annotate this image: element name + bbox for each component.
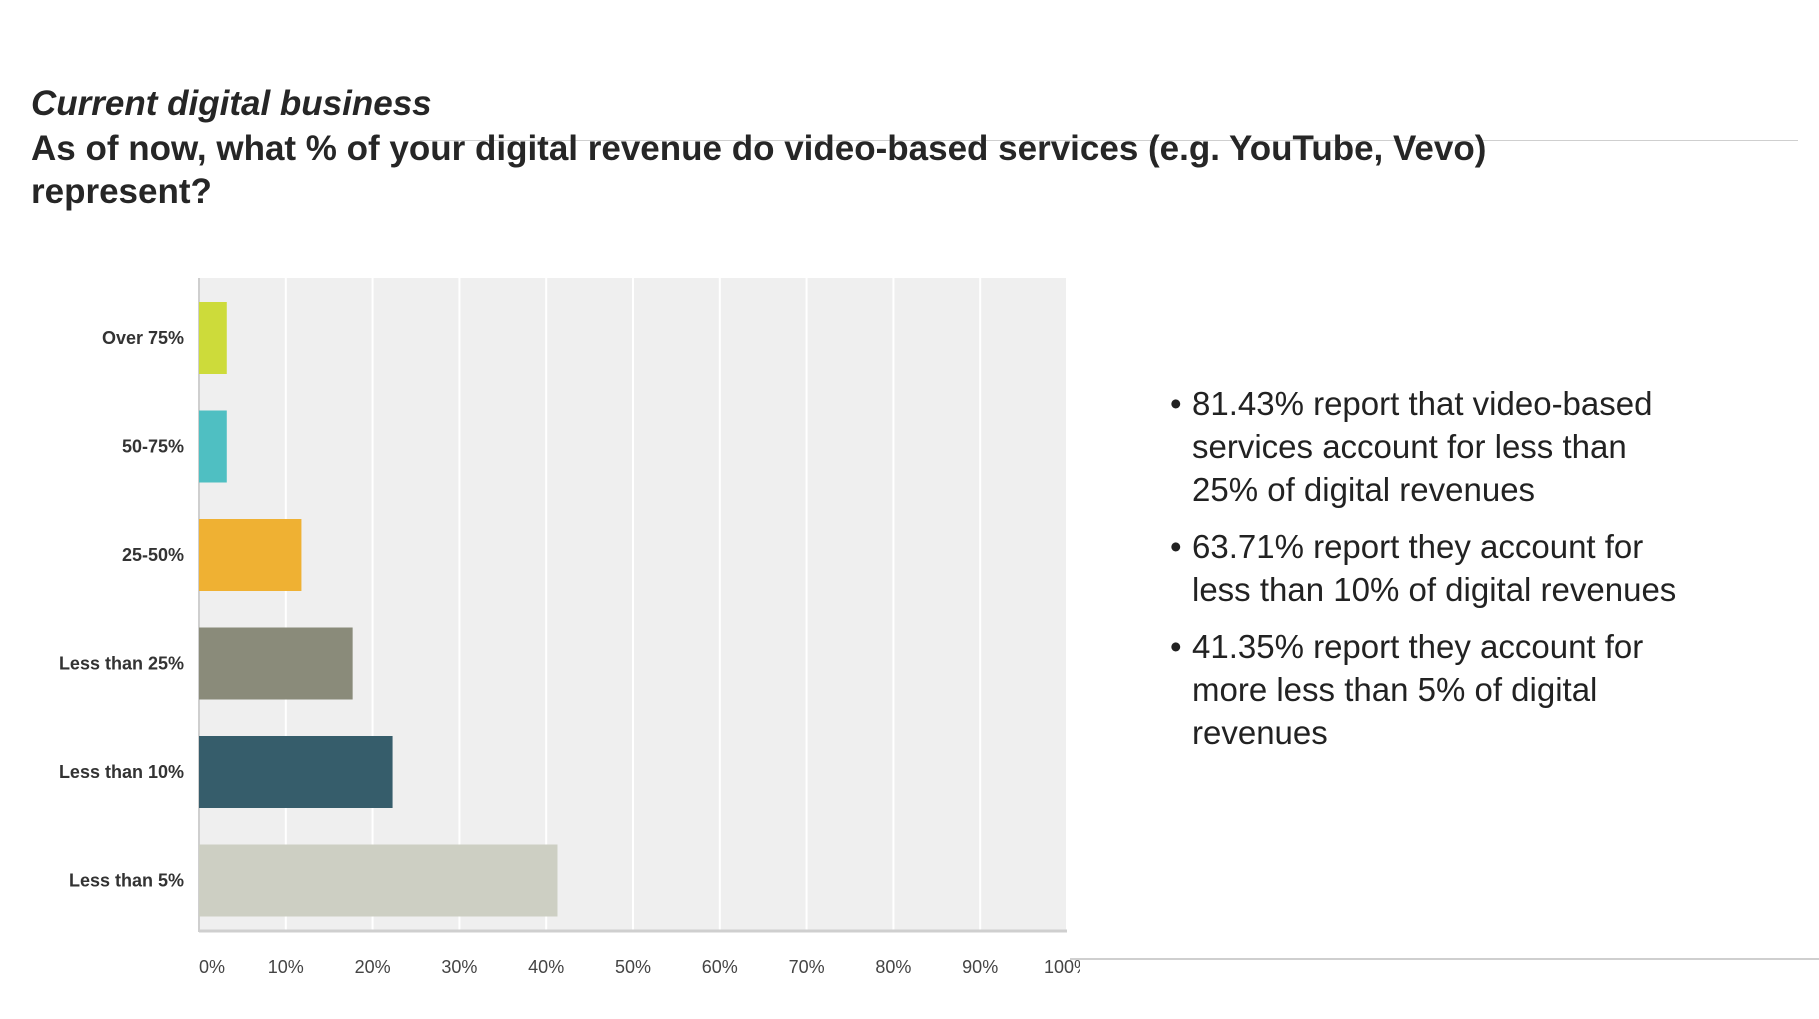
key-findings-list: • 81.43% report that video-based services… bbox=[1170, 382, 1690, 768]
x-tick-label: 10% bbox=[268, 957, 304, 977]
bar bbox=[199, 627, 353, 700]
x-tick-label: 40% bbox=[528, 957, 564, 977]
slide-title: As of now, what % of your digital revenu… bbox=[31, 129, 1487, 211]
category-label: Less than 10% bbox=[59, 762, 184, 782]
finding-text: 41.35% report they account for more less… bbox=[1192, 628, 1644, 751]
finding-item: • 41.35% report they account for more les… bbox=[1170, 625, 1690, 754]
header-rule bbox=[420, 140, 1798, 141]
category-label: Less than 25% bbox=[59, 654, 184, 674]
category-label: Less than 5% bbox=[69, 871, 184, 891]
x-tick-label: 20% bbox=[355, 957, 391, 977]
bar bbox=[199, 410, 227, 483]
finding-item: • 81.43% report that video-based services… bbox=[1170, 382, 1690, 511]
x-tick-label: 70% bbox=[789, 957, 825, 977]
x-tick-label: 90% bbox=[962, 957, 998, 977]
x-tick-label: 100% bbox=[1044, 957, 1080, 977]
bar-chart: 0% 10% 20% 30% 40% 50% 60% 70% 80% 90% 100% Over 75… bbox=[59, 278, 1080, 977]
x-tick-label: 0% bbox=[199, 957, 225, 977]
footer-rule bbox=[1070, 958, 1819, 960]
x-tick-label: 50% bbox=[615, 957, 651, 977]
category-label: 25-50% bbox=[122, 545, 184, 565]
bar bbox=[199, 302, 227, 374]
category-label: Over 75% bbox=[102, 328, 184, 348]
finding-text: 63.71% report they account for less than… bbox=[1192, 528, 1677, 608]
bar bbox=[199, 844, 558, 917]
bar bbox=[199, 519, 302, 591]
bullet-marker: • bbox=[1170, 628, 1182, 665]
x-tick-label: 60% bbox=[702, 957, 738, 977]
category-label: 50-75% bbox=[122, 437, 184, 457]
finding-text: 81.43% report that video-based services … bbox=[1192, 385, 1653, 508]
slide-subtitle: Current digital business bbox=[31, 84, 432, 123]
bullet-marker: • bbox=[1170, 385, 1182, 422]
bar bbox=[199, 736, 393, 808]
finding-item: • 63.71% report they account for less th… bbox=[1170, 525, 1690, 611]
x-tick-label: 80% bbox=[875, 957, 911, 977]
bullet-marker: • bbox=[1170, 528, 1182, 565]
x-tick-label: 30% bbox=[441, 957, 477, 977]
